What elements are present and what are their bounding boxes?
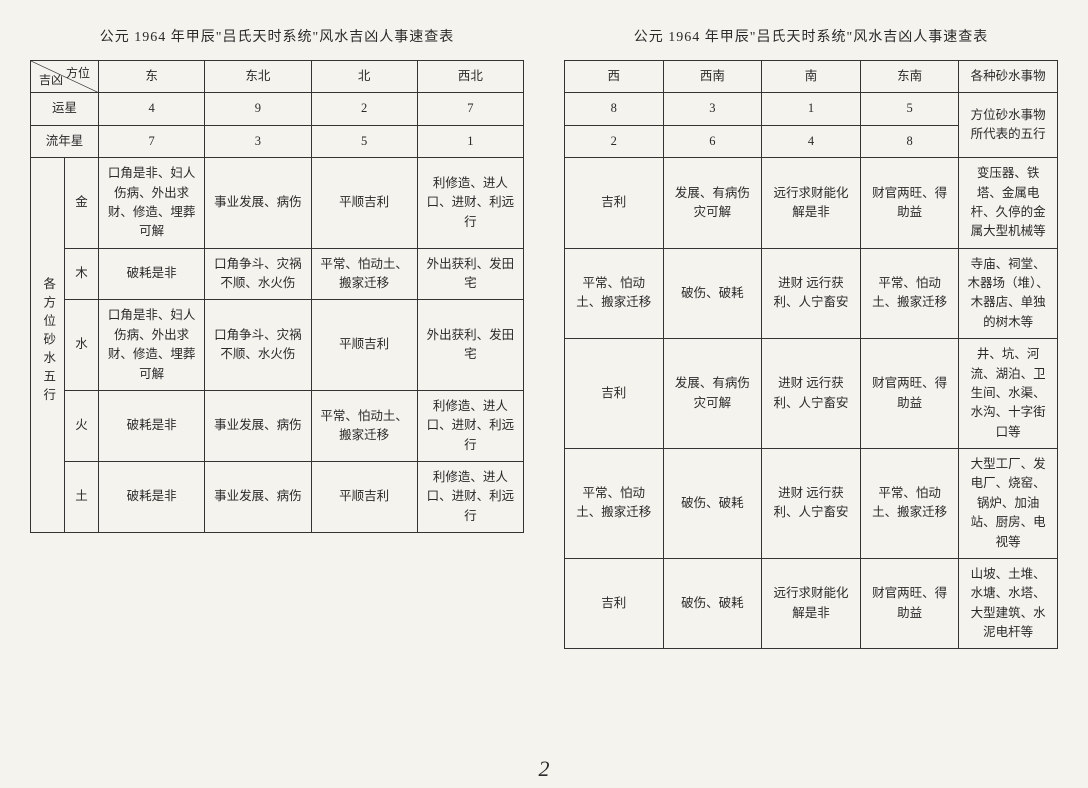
liunian-label: 流年星 bbox=[31, 125, 99, 157]
cell: 远行求财能化解是非 bbox=[762, 158, 861, 249]
cell: 平常、怕动土、搬家迁移 bbox=[860, 248, 959, 339]
cell: 进财 远行获利、人宁畜安 bbox=[762, 248, 861, 339]
left-title: 公元 1964 年甲辰"吕氏天时系统"风水吉凶人事速查表 bbox=[30, 26, 524, 46]
obj-cell: 山坡、土堆、水塘、水塔、大型建筑、水泥电杆等 bbox=[959, 558, 1058, 649]
extra-header: 各种砂水事物 bbox=[959, 61, 1058, 93]
cell: 利修造、进人口、进财、利远行 bbox=[417, 462, 523, 533]
obj-cell: 井、坑、河流、湖泊、卫生间、水渠、水沟、十字街口等 bbox=[959, 339, 1058, 449]
cell: 平常、怕动土、搬家迁移 bbox=[860, 449, 959, 559]
right-title: 公元 1964 年甲辰"吕氏天时系统"风水吉凶人事速查表 bbox=[564, 26, 1058, 46]
obj-cell: 大型工厂、发电厂、烧窑、锅炉、加油站、厨房、电视等 bbox=[959, 449, 1058, 559]
cell: 2 bbox=[565, 125, 664, 157]
elem-tu: 土 bbox=[65, 462, 99, 533]
cell: 5 bbox=[860, 93, 959, 125]
cell: 9 bbox=[205, 93, 311, 125]
cell: 财官两旺、得助益 bbox=[860, 158, 959, 249]
diag-top: 方位 bbox=[66, 64, 90, 83]
cell: 4 bbox=[762, 125, 861, 157]
cell: 财官两旺、得助益 bbox=[860, 558, 959, 649]
elem-shui: 水 bbox=[65, 300, 99, 391]
cell: 平常、怕动土、搬家迁移 bbox=[565, 248, 664, 339]
dir-north: 北 bbox=[311, 61, 417, 93]
cell: 平顺吉利 bbox=[311, 462, 417, 533]
side-note: 方位砂水事物所代表的五行 bbox=[959, 93, 1058, 158]
cell: 7 bbox=[99, 125, 205, 157]
cell: 破耗是非 bbox=[99, 248, 205, 300]
cell: 7 bbox=[417, 93, 523, 125]
cell: 远行求财能化解是非 bbox=[762, 558, 861, 649]
elem-mu: 木 bbox=[65, 248, 99, 300]
cell: 3 bbox=[663, 93, 762, 125]
diag-header: 方位 吉凶 bbox=[31, 61, 99, 93]
dir-south: 南 bbox=[762, 61, 861, 93]
left-panel: 公元 1964 年甲辰"吕氏天时系统"风水吉凶人事速查表 方位 吉凶 东 东北 … bbox=[30, 20, 524, 768]
cell: 进财 远行获利、人宁畜安 bbox=[762, 449, 861, 559]
cell: 事业发展、病伤 bbox=[205, 462, 311, 533]
side-label: 各方位砂水五行 bbox=[31, 158, 65, 533]
cell: 4 bbox=[99, 93, 205, 125]
cell: 发展、有病伤灾可解 bbox=[663, 339, 762, 449]
cell: 口角是非、妇人伤病、外出求财、修造、埋葬可解 bbox=[99, 158, 205, 249]
cell: 平常、怕动土、搬家迁移 bbox=[311, 390, 417, 461]
cell: 破伤、破耗 bbox=[663, 449, 762, 559]
cell: 5 bbox=[311, 125, 417, 157]
cell: 3 bbox=[205, 125, 311, 157]
cell: 口角争斗、灾祸不顺、水火伤 bbox=[205, 248, 311, 300]
dir-northwest: 西北 bbox=[417, 61, 523, 93]
cell: 1 bbox=[417, 125, 523, 157]
dir-southwest: 西南 bbox=[663, 61, 762, 93]
cell: 8 bbox=[565, 93, 664, 125]
cell: 破耗是非 bbox=[99, 462, 205, 533]
cell: 破伤、破耗 bbox=[663, 558, 762, 649]
left-table: 方位 吉凶 东 东北 北 西北 运星 4 9 2 7 流年星 7 3 5 1 各… bbox=[30, 60, 524, 533]
cell: 吉利 bbox=[565, 558, 664, 649]
cell: 2 bbox=[311, 93, 417, 125]
cell: 发展、有病伤灾可解 bbox=[663, 158, 762, 249]
cell: 事业发展、病伤 bbox=[205, 390, 311, 461]
cell: 平常、怕动土、搬家迁移 bbox=[565, 449, 664, 559]
cell: 事业发展、病伤 bbox=[205, 158, 311, 249]
cell: 口角是非、妇人伤病、外出求财、修造、埋葬可解 bbox=[99, 300, 205, 391]
cell: 6 bbox=[663, 125, 762, 157]
obj-cell: 寺庙、祠堂、木器场（堆）、木器店、单独的树木等 bbox=[959, 248, 1058, 339]
cell: 平常、怕动土、搬家迁移 bbox=[311, 248, 417, 300]
cell: 利修造、进人口、进财、利远行 bbox=[417, 158, 523, 249]
cell: 平顺吉利 bbox=[311, 300, 417, 391]
dir-southeast: 东南 bbox=[860, 61, 959, 93]
cell: 平顺吉利 bbox=[311, 158, 417, 249]
elem-jin: 金 bbox=[65, 158, 99, 249]
dir-east: 东 bbox=[99, 61, 205, 93]
cell: 吉利 bbox=[565, 158, 664, 249]
elem-huo: 火 bbox=[65, 390, 99, 461]
right-panel: 公元 1964 年甲辰"吕氏天时系统"风水吉凶人事速查表 西 西南 南 东南 各… bbox=[564, 20, 1058, 768]
cell: 外出获利、发田宅 bbox=[417, 248, 523, 300]
cell: 破耗是非 bbox=[99, 390, 205, 461]
cell: 外出获利、发田宅 bbox=[417, 300, 523, 391]
diag-bottom: 吉凶 bbox=[39, 71, 63, 90]
dir-northeast: 东北 bbox=[205, 61, 311, 93]
cell: 口角争斗、灾祸不顺、水火伤 bbox=[205, 300, 311, 391]
obj-cell: 变压器、铁塔、金属电杆、久停的金属大型机械等 bbox=[959, 158, 1058, 249]
cell: 进财 远行获利、人宁畜安 bbox=[762, 339, 861, 449]
cell: 破伤、破耗 bbox=[663, 248, 762, 339]
right-table: 西 西南 南 东南 各种砂水事物 8 3 1 5 方位砂水事物所代表的五行 2 … bbox=[564, 60, 1058, 649]
cell: 利修造、进人口、进财、利远行 bbox=[417, 390, 523, 461]
yunxing-label: 运星 bbox=[31, 93, 99, 125]
page-number: 2 bbox=[539, 756, 550, 782]
cell: 吉利 bbox=[565, 339, 664, 449]
dir-west: 西 bbox=[565, 61, 664, 93]
cell: 1 bbox=[762, 93, 861, 125]
cell: 8 bbox=[860, 125, 959, 157]
cell: 财官两旺、得助益 bbox=[860, 339, 959, 449]
